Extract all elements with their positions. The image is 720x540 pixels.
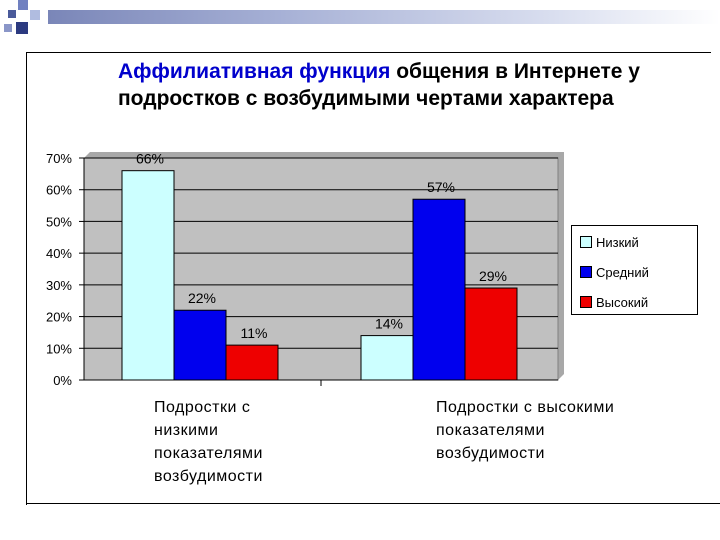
bar bbox=[173, 309, 227, 381]
legend-swatch bbox=[580, 236, 592, 248]
bar bbox=[360, 335, 414, 381]
legend-swatch bbox=[580, 296, 592, 308]
bar bbox=[464, 287, 518, 381]
data-label: 29% bbox=[479, 268, 507, 284]
corner-square-2 bbox=[18, 0, 28, 10]
y-tick-label: 20% bbox=[46, 310, 72, 325]
y-tick-label: 60% bbox=[46, 183, 72, 198]
data-label: 66% bbox=[136, 151, 164, 167]
data-label: 11% bbox=[241, 325, 268, 341]
y-tick-label: 30% bbox=[46, 278, 72, 293]
group-label-low: Подростки с низкими показателями возбуди… bbox=[154, 399, 263, 485]
chart-title: Аффилиативная функция общения в Интернет… bbox=[118, 58, 698, 112]
legend-label: Средний bbox=[596, 264, 649, 280]
data-label: 57% bbox=[427, 179, 455, 195]
y-tick-label: 0% bbox=[53, 373, 72, 388]
bar bbox=[121, 170, 175, 381]
corner-square-4 bbox=[16, 22, 28, 34]
bar bbox=[225, 344, 279, 381]
chart-legend: Низкий Средний Высокий bbox=[571, 225, 698, 315]
chart-title-accent: Аффилиативная функция bbox=[118, 60, 391, 83]
corner-square-1 bbox=[8, 10, 16, 18]
header-stripe bbox=[48, 10, 720, 24]
slide-frame-bottom bbox=[26, 503, 720, 504]
legend-item: Низкий bbox=[580, 234, 639, 250]
bar bbox=[412, 198, 466, 381]
corner-square-5 bbox=[4, 24, 12, 32]
legend-swatch bbox=[580, 266, 592, 278]
y-tick-label: 50% bbox=[46, 214, 72, 229]
data-label: 14% bbox=[375, 316, 403, 332]
slide-frame bbox=[26, 52, 711, 505]
legend-item: Средний bbox=[580, 264, 649, 280]
y-tick-label: 40% bbox=[46, 246, 72, 261]
legend-item: Высокий bbox=[580, 294, 648, 310]
corner-square-3 bbox=[30, 10, 40, 20]
y-tick-label: 70% bbox=[46, 151, 72, 166]
legend-label: Высокий bbox=[596, 294, 649, 310]
legend-label: Низкий bbox=[596, 234, 639, 250]
group-label-high: Подростки с высокими показателями возбуд… bbox=[436, 399, 615, 462]
data-label: 22% bbox=[188, 290, 216, 306]
chart-title-rest: общения в Интернете у подростков с возбу… bbox=[118, 60, 640, 110]
y-tick-label: 10% bbox=[46, 341, 72, 356]
